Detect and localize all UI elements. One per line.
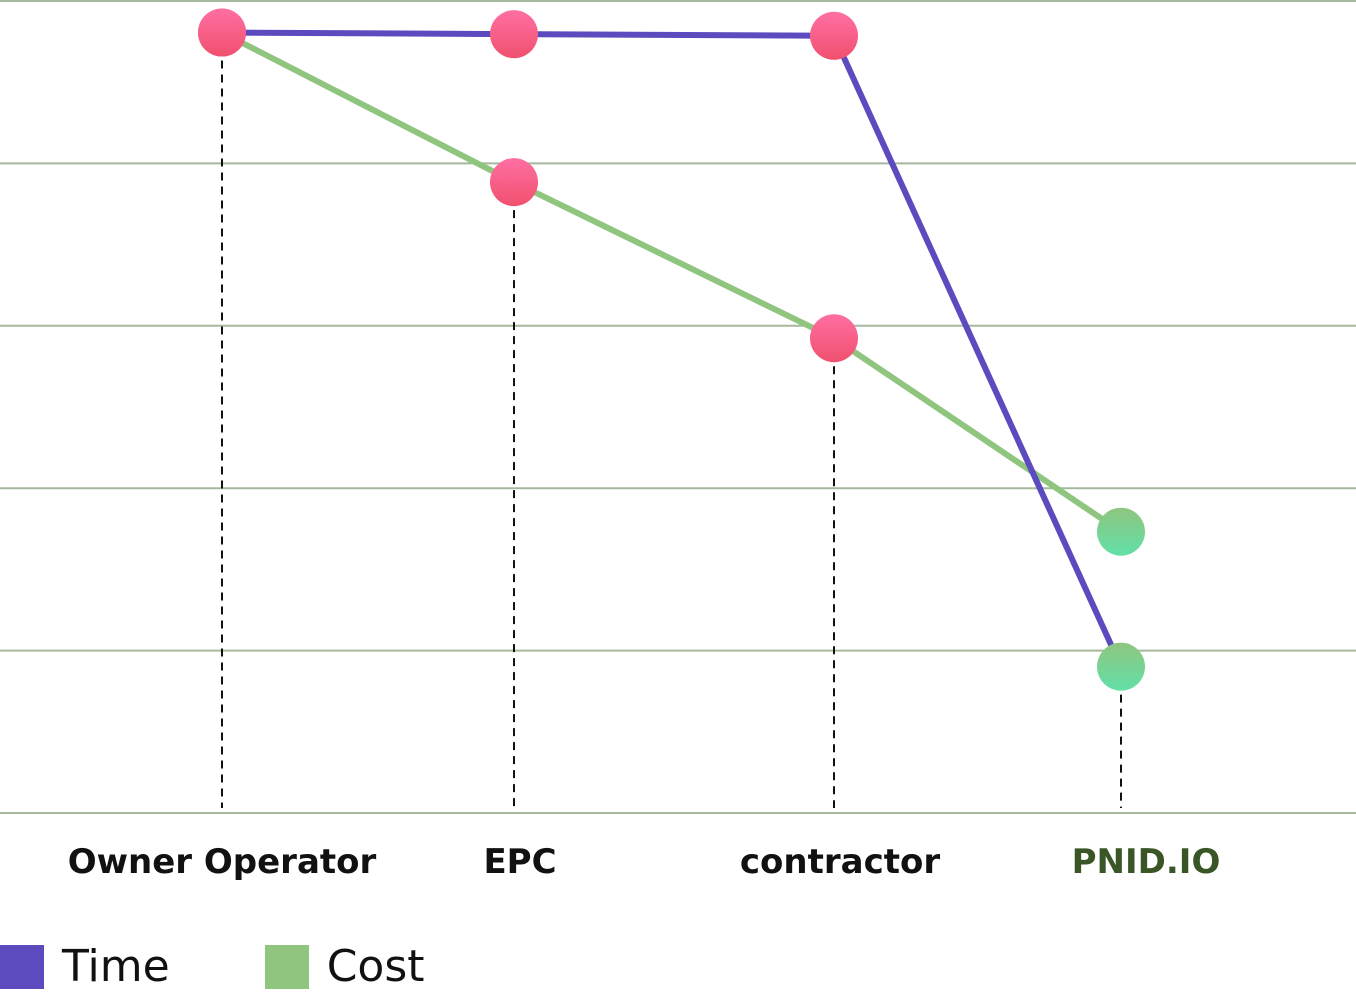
data-markers (198, 8, 1145, 691)
gridlines (0, 0, 1356, 814)
data-point-cost (810, 314, 858, 363)
data-point-time (1097, 642, 1145, 691)
x-tick-label: contractor (740, 842, 940, 882)
legend-label-cost: Cost (326, 941, 425, 992)
data-point-cost (198, 8, 246, 57)
category-labels: Owner Operator EPC contractor PNID.IO (68, 842, 1221, 882)
x-tick-label: Owner Operator (68, 842, 377, 882)
x-tick-label: PNID.IO (1072, 842, 1221, 882)
data-point-time (490, 10, 538, 59)
series-lines (219, 29, 1124, 670)
series-line-time (219, 29, 1124, 670)
legend-label-time: Time (62, 941, 170, 992)
legend-swatch-cost (264, 945, 309, 989)
legend-item-cost: Cost (264, 941, 425, 992)
legend-swatch-time (0, 945, 44, 989)
data-point-cost (1097, 507, 1145, 556)
data-point-cost (490, 158, 538, 207)
data-point-time (810, 11, 858, 60)
drop-lines (221, 32, 1122, 808)
series-line-cost (219, 29, 1124, 535)
legend: Time Cost (0, 944, 520, 990)
x-tick-label: EPC (483, 842, 556, 882)
legend-item-time: Time (0, 944, 170, 990)
